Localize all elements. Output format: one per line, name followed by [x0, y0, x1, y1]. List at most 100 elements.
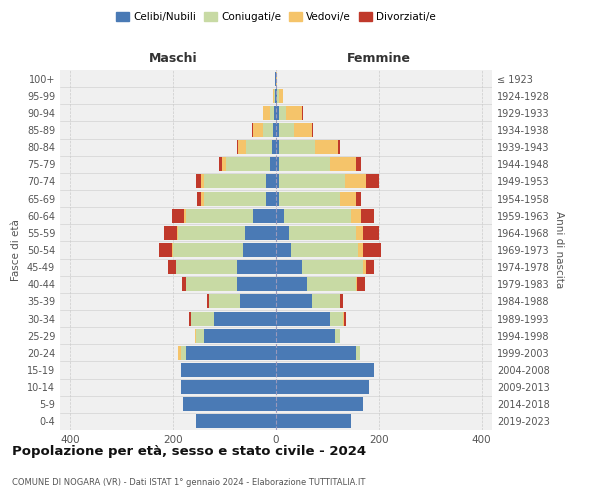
Bar [356, 192, 361, 205]
Bar [214, 312, 276, 326]
Bar [186, 278, 238, 291]
Bar [356, 158, 361, 172]
Legend: Celibi/Nubili, Coniugati/e, Vedovi/e, Divorziati/e: Celibi/Nubili, Coniugati/e, Vedovi/e, Di… [112, 8, 440, 26]
Bar [335, 328, 340, 342]
Bar [276, 346, 356, 360]
Bar [270, 158, 276, 172]
Bar [204, 192, 266, 205]
Bar [242, 243, 276, 257]
Bar [238, 140, 246, 154]
Bar [364, 243, 382, 257]
Bar [173, 243, 242, 257]
Bar [276, 312, 330, 326]
Bar [188, 312, 191, 326]
Bar [202, 192, 204, 205]
Bar [356, 226, 364, 240]
Bar [278, 158, 330, 172]
Bar [181, 380, 276, 394]
Bar [178, 226, 245, 240]
Bar [276, 380, 368, 394]
Bar [266, 174, 276, 188]
Bar [177, 226, 178, 240]
Bar [181, 363, 276, 377]
Bar [164, 226, 177, 240]
Bar [186, 208, 253, 222]
Bar [252, 123, 253, 137]
Bar [274, 88, 275, 102]
Bar [330, 312, 343, 326]
Bar [196, 328, 204, 342]
Bar [307, 278, 356, 291]
Bar [289, 226, 356, 240]
Bar [277, 88, 278, 102]
Bar [356, 346, 360, 360]
Bar [276, 174, 278, 188]
Bar [330, 158, 356, 172]
Bar [276, 294, 312, 308]
Bar [220, 158, 222, 172]
Text: Femmine: Femmine [347, 52, 411, 65]
Bar [338, 140, 340, 154]
Bar [159, 243, 172, 257]
Bar [196, 414, 276, 428]
Bar [357, 278, 365, 291]
Bar [356, 278, 357, 291]
Bar [263, 106, 271, 120]
Bar [312, 294, 340, 308]
Bar [226, 158, 270, 172]
Bar [276, 140, 278, 154]
Bar [278, 88, 283, 102]
Bar [350, 208, 361, 222]
Bar [276, 260, 302, 274]
Bar [181, 346, 186, 360]
Bar [276, 226, 289, 240]
Bar [276, 123, 278, 137]
Bar [276, 106, 278, 120]
Bar [202, 174, 204, 188]
Bar [358, 243, 364, 257]
Bar [276, 398, 364, 411]
Bar [284, 208, 350, 222]
Bar [278, 192, 340, 205]
Bar [172, 208, 184, 222]
Bar [278, 123, 294, 137]
Bar [278, 174, 346, 188]
Bar [294, 123, 312, 137]
Bar [276, 72, 277, 86]
Bar [238, 278, 276, 291]
Bar [276, 158, 278, 172]
Bar [209, 294, 240, 308]
Bar [184, 398, 276, 411]
Bar [204, 328, 276, 342]
Bar [272, 140, 276, 154]
Bar [361, 208, 374, 222]
Bar [206, 294, 209, 308]
Bar [271, 106, 274, 120]
Bar [168, 260, 176, 274]
Bar [278, 140, 314, 154]
Y-axis label: Fasce di età: Fasce di età [11, 219, 21, 281]
Bar [274, 123, 276, 137]
Bar [276, 414, 350, 428]
Bar [364, 226, 379, 240]
Bar [276, 363, 374, 377]
Bar [312, 123, 313, 137]
Bar [366, 260, 374, 274]
Text: Popolazione per età, sesso e stato civile - 2024: Popolazione per età, sesso e stato civil… [12, 445, 366, 458]
Bar [253, 123, 263, 137]
Text: COMUNE DI NOGARA (VR) - Dati ISTAT 1° gennaio 2024 - Elaborazione TUTTITALIA.IT: COMUNE DI NOGARA (VR) - Dati ISTAT 1° ge… [12, 478, 365, 487]
Bar [195, 328, 196, 342]
Bar [286, 106, 302, 120]
Bar [204, 174, 266, 188]
Bar [273, 88, 274, 102]
Y-axis label: Anni di nascita: Anni di nascita [554, 212, 563, 288]
Bar [278, 106, 286, 120]
Bar [340, 192, 356, 205]
Bar [172, 243, 173, 257]
Bar [178, 346, 181, 360]
Bar [364, 260, 366, 274]
Bar [238, 260, 276, 274]
Bar [184, 208, 186, 222]
Bar [276, 243, 292, 257]
Bar [197, 192, 202, 205]
